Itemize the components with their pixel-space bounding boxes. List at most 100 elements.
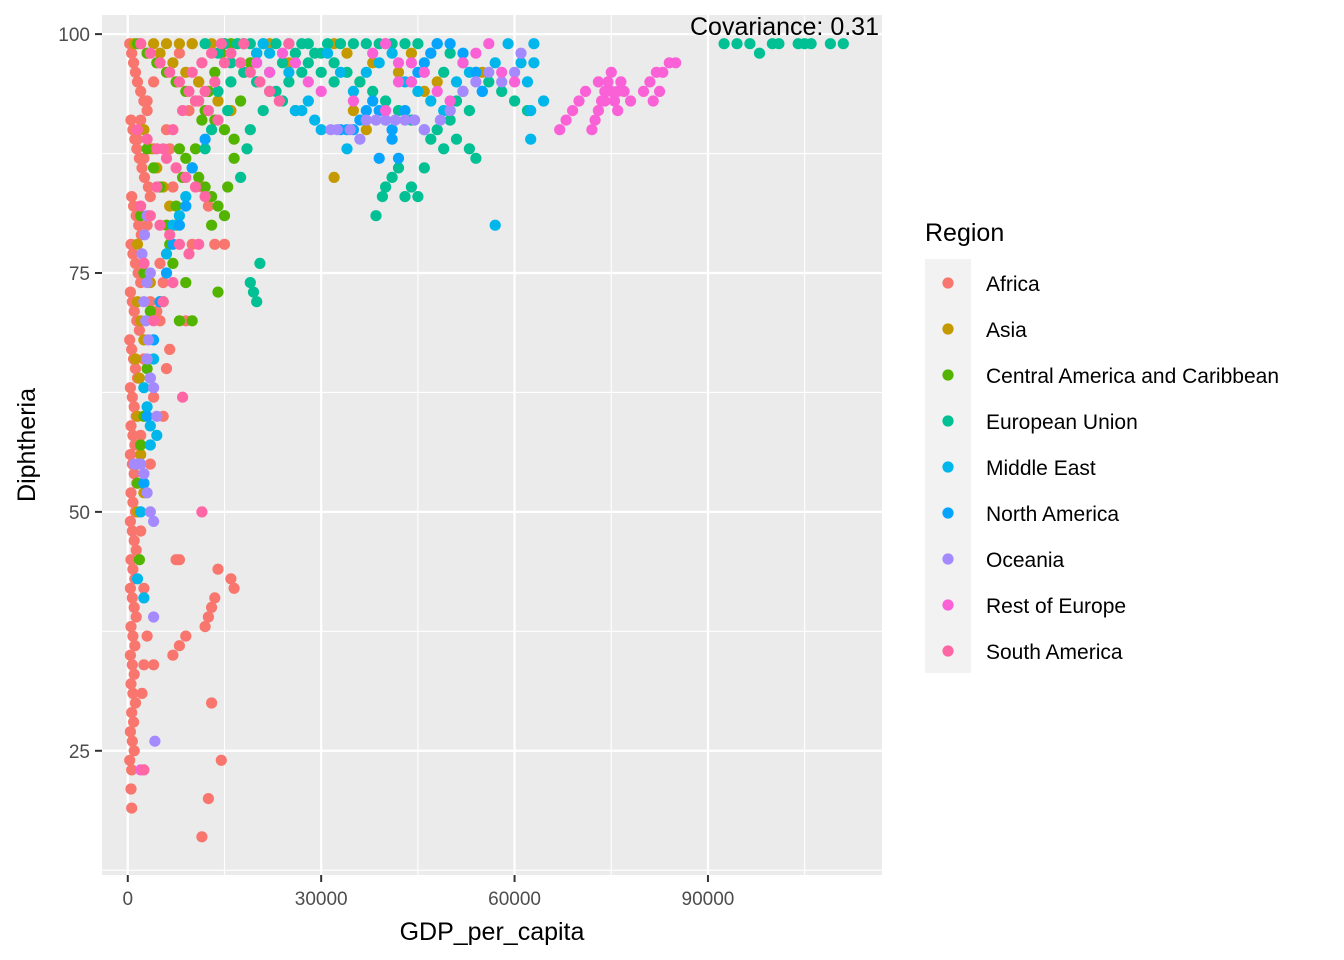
data-point — [386, 124, 398, 136]
legend-label: South America — [986, 641, 1123, 664]
data-point — [644, 76, 656, 88]
data-point — [202, 793, 214, 805]
data-point — [386, 133, 398, 145]
data-point — [206, 601, 218, 614]
data-point — [183, 248, 195, 260]
data-point — [496, 76, 508, 88]
data-point — [444, 114, 456, 126]
data-point — [135, 506, 147, 518]
data-point — [718, 38, 730, 50]
data-point — [380, 181, 392, 193]
data-point — [135, 429, 147, 441]
data-point — [264, 85, 276, 97]
data-point — [135, 114, 147, 126]
data-point — [360, 105, 372, 117]
data-point — [125, 487, 137, 499]
data-point — [189, 95, 202, 107]
data-point — [405, 76, 417, 88]
data-point — [302, 57, 314, 69]
data-point — [418, 66, 430, 78]
data-point — [744, 38, 756, 50]
data-point — [167, 649, 179, 661]
data-point — [206, 697, 218, 709]
data-point — [167, 181, 179, 193]
data-point — [133, 554, 145, 566]
data-point — [209, 76, 221, 88]
data-point — [302, 95, 314, 107]
data-point — [405, 57, 417, 69]
data-point — [347, 105, 359, 117]
data-point — [489, 57, 501, 69]
data-point — [425, 47, 437, 59]
data-point — [157, 277, 169, 289]
x-tick-label: 0 — [122, 889, 133, 910]
data-point — [508, 76, 521, 88]
data-point — [202, 611, 214, 623]
data-point — [296, 38, 308, 50]
data-point — [309, 114, 321, 126]
data-point — [235, 57, 247, 69]
data-point — [148, 76, 160, 88]
data-point — [154, 257, 166, 269]
data-point — [457, 85, 469, 97]
data-point — [138, 468, 150, 480]
data-point — [126, 659, 138, 671]
data-point — [367, 95, 379, 107]
x-axis: 0 30000 60000 90000 — [122, 875, 734, 910]
data-point — [180, 200, 192, 212]
data-point — [167, 277, 179, 289]
x-tick-label: 30000 — [295, 889, 348, 910]
data-point — [167, 124, 179, 136]
data-point — [154, 47, 166, 59]
data-point — [457, 57, 469, 69]
data-point — [127, 687, 139, 700]
legend: Region Africa Asia Central America and Car… — [925, 219, 1279, 673]
data-point — [124, 382, 136, 394]
data-point — [418, 162, 430, 174]
data-point — [225, 573, 237, 585]
data-point — [133, 372, 145, 384]
data-point — [257, 38, 269, 50]
data-point — [409, 114, 421, 126]
data-point — [392, 76, 405, 88]
data-point — [434, 114, 446, 126]
data-point — [341, 143, 353, 155]
series-oceania — [128, 47, 527, 747]
data-point — [164, 229, 176, 241]
data-point — [753, 47, 766, 59]
y-tick-label: 100 — [58, 25, 90, 46]
data-point — [228, 152, 240, 164]
data-point — [373, 57, 385, 69]
data-point — [215, 38, 227, 50]
data-point — [334, 38, 347, 50]
data-point — [334, 66, 347, 78]
data-point — [148, 611, 160, 623]
data-point — [463, 105, 475, 117]
data-point — [125, 114, 137, 126]
data-point — [470, 66, 482, 78]
legend-key — [942, 415, 954, 427]
data-point — [128, 716, 140, 728]
data-point — [444, 95, 456, 107]
data-point — [173, 47, 185, 59]
data-point — [360, 38, 372, 50]
legend-key — [942, 323, 954, 335]
data-point — [173, 238, 185, 250]
data-point — [138, 582, 150, 594]
data-point — [131, 76, 144, 88]
data-point — [450, 133, 463, 145]
legend-label: Asia — [986, 319, 1027, 342]
data-point — [586, 124, 598, 136]
data-point — [270, 38, 282, 50]
data-point — [131, 143, 143, 155]
data-point — [141, 219, 153, 231]
data-point — [125, 621, 137, 633]
x-tick-label: 60000 — [488, 889, 541, 910]
data-point — [186, 315, 198, 327]
data-point — [554, 124, 566, 136]
data-point — [199, 38, 211, 50]
data-point — [183, 85, 195, 97]
data-point — [135, 525, 147, 537]
data-point — [386, 171, 398, 183]
data-point — [251, 57, 263, 69]
